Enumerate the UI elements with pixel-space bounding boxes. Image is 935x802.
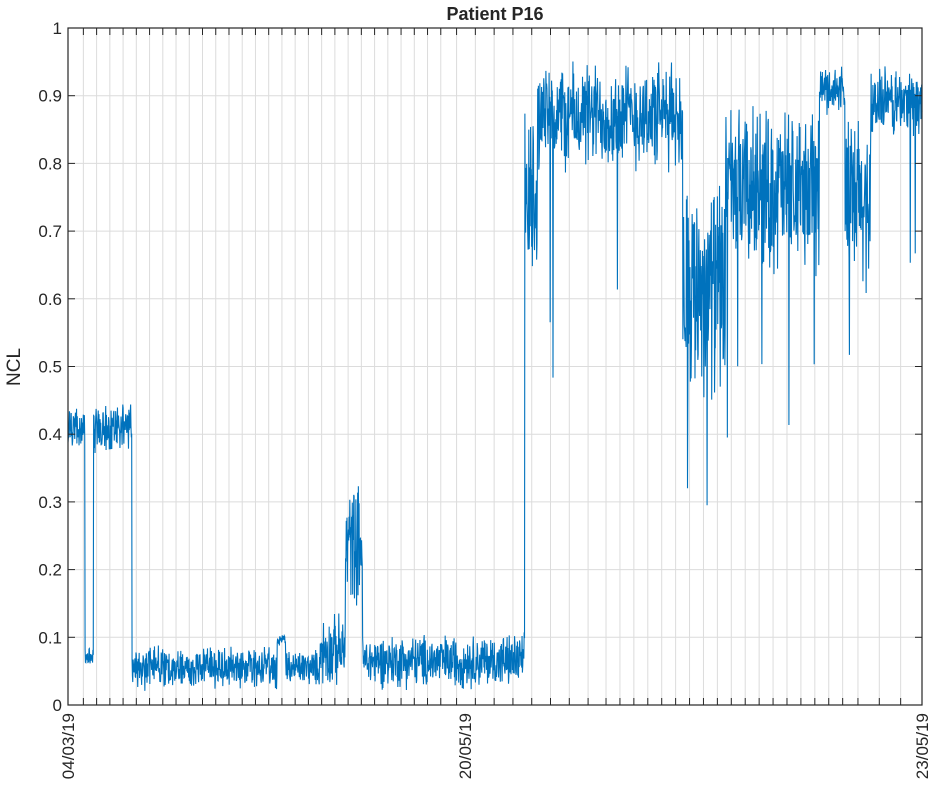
y-tick-label: 0.4 (38, 425, 62, 444)
x-tick-label: 20/05/19 (456, 713, 475, 779)
y-axis-label: NCL (4, 348, 25, 386)
y-tick-label: 0.6 (38, 290, 62, 309)
y-tick-label: 0 (53, 696, 62, 715)
x-tick-label: 23/05/19 (913, 713, 932, 779)
y-tick-label: 0.9 (38, 87, 62, 106)
y-tick-label: 1 (53, 19, 62, 38)
y-tick-label: 0.3 (38, 493, 62, 512)
series-layer (67, 61, 923, 691)
tick-layer: 0 0.1 0.2 0.3 0.4 0.5 0.6 0.7 0.8 0.9 1 04/03/19 20/… (38, 19, 932, 779)
y-tick-label: 0.2 (38, 561, 62, 580)
grid (68, 27, 922, 706)
y-tick-label: 0.7 (38, 222, 62, 241)
ncl-series-line (67, 61, 923, 691)
x-tick-label: 04/03/19 (59, 713, 78, 779)
y-tick-label: 0.1 (38, 628, 62, 647)
y-tick-label: 0.5 (38, 358, 62, 377)
chart-title: Patient P16 (446, 4, 543, 24)
y-tick-label: 0.8 (38, 154, 62, 173)
